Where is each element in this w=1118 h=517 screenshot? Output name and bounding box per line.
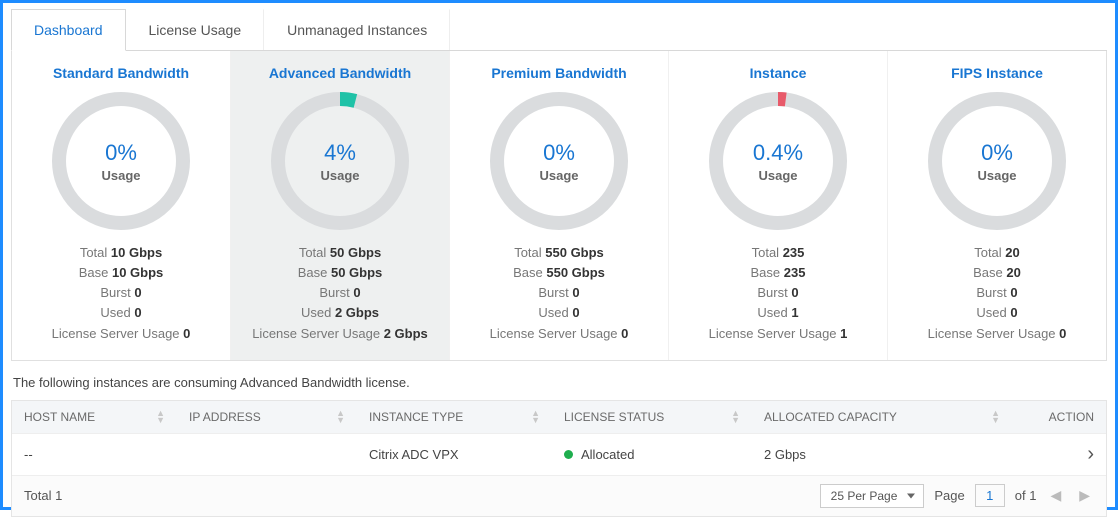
th-action: ACTION bbox=[1012, 401, 1106, 433]
card-title: Instance bbox=[677, 65, 879, 81]
card-standard-bandwidth[interactable]: Standard Bandwidth 0% Usage Total 10 GbpsBa… bbox=[12, 51, 231, 360]
th-ip-label: IP ADDRESS bbox=[189, 410, 261, 424]
card-instance[interactable]: Instance 0.4% Usage Total 235Base 235Burst … bbox=[669, 51, 888, 360]
sort-icon: ▲▼ bbox=[156, 410, 165, 424]
donut-chart: 0% Usage bbox=[896, 91, 1098, 231]
card-title: Advanced Bandwidth bbox=[239, 65, 441, 81]
card-stats: Total 235Base 235Burst 0Used 1License Se… bbox=[677, 243, 879, 344]
donut-chart: 0.4% Usage bbox=[677, 91, 879, 231]
page-prev-icon[interactable]: ◀ bbox=[1046, 487, 1065, 504]
page-of-label: of 1 bbox=[1015, 488, 1037, 503]
card-fips-instance[interactable]: FIPS Instance 0% Usage Total 20Base 20Burst… bbox=[888, 51, 1106, 360]
page-next-icon[interactable]: ▶ bbox=[1075, 487, 1094, 504]
app-frame: Dashboard License Usage Unmanaged Instan… bbox=[0, 0, 1118, 510]
td-ip bbox=[177, 445, 357, 463]
card-title: Premium Bandwidth bbox=[458, 65, 660, 81]
sort-icon: ▲▼ bbox=[336, 410, 345, 424]
footer-total-label: Total bbox=[24, 488, 51, 503]
td-host: -- bbox=[12, 438, 177, 471]
sort-icon: ▲▼ bbox=[531, 410, 540, 424]
td-status: Allocated bbox=[552, 438, 752, 471]
status-dot-icon bbox=[564, 450, 573, 459]
page-number-input[interactable]: 1 bbox=[975, 484, 1005, 507]
usage-label: Usage bbox=[758, 168, 797, 183]
usage-label: Usage bbox=[101, 168, 140, 183]
per-page-select[interactable]: 25 Per Page bbox=[820, 484, 925, 508]
card-advanced-bandwidth[interactable]: Advanced Bandwidth 4% Usage Total 50 GbpsBa… bbox=[231, 51, 450, 360]
tab-unmanaged-instances[interactable]: Unmanaged Instances bbox=[264, 9, 450, 50]
th-action-label: ACTION bbox=[1049, 410, 1094, 424]
th-capacity[interactable]: ALLOCATED CAPACITY ▲▼ bbox=[752, 401, 1012, 433]
th-type-label: INSTANCE TYPE bbox=[369, 410, 463, 424]
card-stats: Total 20Base 20Burst 0Used 0License Serv… bbox=[896, 243, 1098, 344]
usage-percent: 0% bbox=[981, 140, 1013, 166]
pager: 25 Per Page Page 1 of 1 ◀ ▶ bbox=[820, 484, 1094, 508]
page-label: Page bbox=[934, 488, 964, 503]
instances-table: HOST NAME ▲▼ IP ADDRESS ▲▼ INSTANCE TYPE… bbox=[11, 400, 1107, 517]
donut-chart: 0% Usage bbox=[20, 91, 222, 231]
usage-percent: 4% bbox=[324, 140, 356, 166]
th-ip[interactable]: IP ADDRESS ▲▼ bbox=[177, 401, 357, 433]
th-host[interactable]: HOST NAME ▲▼ bbox=[12, 401, 177, 433]
sort-icon: ▲▼ bbox=[991, 410, 1000, 424]
footer-total: Total 1 bbox=[24, 488, 62, 503]
th-status-label: LICENSE STATUS bbox=[564, 410, 664, 424]
th-status[interactable]: LICENSE STATUS ▲▼ bbox=[552, 401, 752, 433]
tab-dashboard[interactable]: Dashboard bbox=[11, 9, 126, 51]
sort-icon: ▲▼ bbox=[731, 410, 740, 424]
td-capacity: 2 Gbps bbox=[752, 438, 1012, 471]
donut-chart: 0% Usage bbox=[458, 91, 660, 231]
usage-label: Usage bbox=[977, 168, 1016, 183]
chevron-right-icon: › bbox=[1087, 443, 1094, 466]
tab-bar: Dashboard License Usage Unmanaged Instan… bbox=[11, 9, 1107, 51]
cards-row: Standard Bandwidth 0% Usage Total 10 GbpsBa… bbox=[11, 51, 1107, 361]
card-stats: Total 10 GbpsBase 10 GbpsBurst 0Used 0Li… bbox=[20, 243, 222, 344]
card-stats: Total 550 GbpsBase 550 GbpsBurst 0Used 0… bbox=[458, 243, 660, 344]
th-capacity-label: ALLOCATED CAPACITY bbox=[764, 410, 897, 424]
td-action[interactable]: › bbox=[1012, 434, 1106, 475]
table-header: HOST NAME ▲▼ IP ADDRESS ▲▼ INSTANCE TYPE… bbox=[12, 401, 1106, 433]
table-row[interactable]: -- Citrix ADC VPX Allocated 2 Gbps › bbox=[12, 433, 1106, 475]
usage-percent: 0.4% bbox=[753, 140, 803, 166]
th-host-label: HOST NAME bbox=[24, 410, 95, 424]
footer-total-value: 1 bbox=[55, 488, 62, 503]
card-title: Standard Bandwidth bbox=[20, 65, 222, 81]
usage-percent: 0% bbox=[543, 140, 575, 166]
usage-label: Usage bbox=[320, 168, 359, 183]
td-type: Citrix ADC VPX bbox=[357, 438, 552, 471]
card-title: FIPS Instance bbox=[896, 65, 1098, 81]
usage-label: Usage bbox=[539, 168, 578, 183]
card-stats: Total 50 GbpsBase 50 GbpsBurst 0Used 2 G… bbox=[239, 243, 441, 344]
th-type[interactable]: INSTANCE TYPE ▲▼ bbox=[357, 401, 552, 433]
donut-chart: 4% Usage bbox=[239, 91, 441, 231]
tab-license-usage[interactable]: License Usage bbox=[126, 9, 265, 50]
usage-percent: 0% bbox=[105, 140, 137, 166]
card-premium-bandwidth[interactable]: Premium Bandwidth 0% Usage Total 550 GbpsBa… bbox=[450, 51, 669, 360]
table-description: The following instances are consuming Ad… bbox=[13, 375, 1105, 390]
td-status-text: Allocated bbox=[581, 447, 634, 462]
